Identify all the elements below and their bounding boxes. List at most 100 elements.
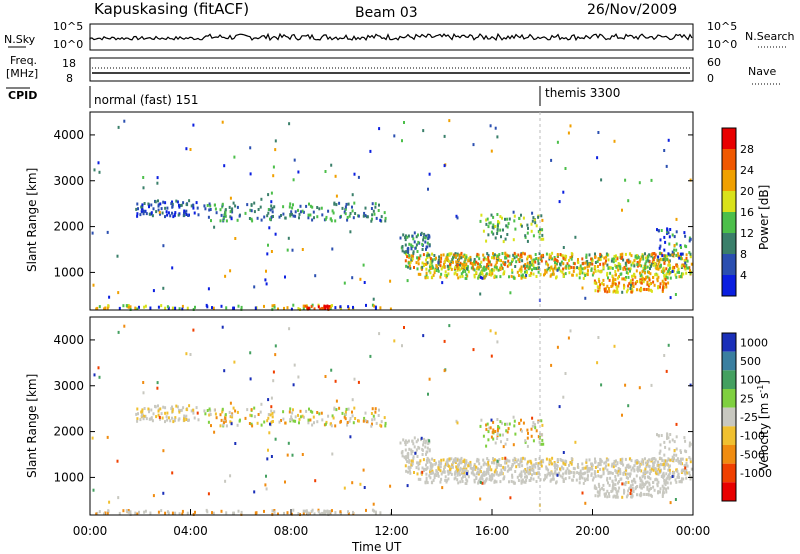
power-point — [685, 263, 688, 267]
power-point — [467, 270, 470, 274]
power-point — [271, 304, 274, 308]
power-point — [496, 223, 499, 227]
power-point — [487, 256, 490, 260]
power-point — [462, 255, 465, 258]
velocity-point — [491, 477, 494, 481]
power-point — [426, 241, 429, 245]
power-point — [365, 303, 367, 307]
velocity-point — [520, 475, 523, 479]
power-point — [640, 281, 643, 285]
power-point — [313, 307, 316, 311]
velocity-point — [273, 410, 276, 414]
power-point — [424, 276, 427, 280]
power-point — [543, 273, 545, 277]
power-point — [160, 207, 163, 211]
power-point — [310, 305, 313, 309]
power-point — [649, 272, 652, 276]
power-point — [684, 234, 687, 238]
power-point — [428, 172, 431, 176]
power-point — [475, 254, 478, 258]
power-point — [282, 212, 285, 216]
velocity-point — [519, 472, 522, 476]
power-point — [505, 224, 508, 228]
velocity-point — [129, 510, 132, 514]
power-point — [533, 266, 536, 270]
velocity-point — [617, 489, 620, 493]
power-point — [584, 261, 587, 265]
velocity-point — [502, 445, 505, 449]
power-point — [156, 181, 159, 185]
velocity-point — [657, 460, 660, 464]
power-point — [136, 214, 139, 218]
velocity-point — [487, 438, 490, 442]
power-point — [615, 254, 617, 258]
power-point — [256, 216, 259, 220]
velocity-point — [425, 467, 427, 471]
power-point — [534, 253, 537, 256]
velocity-point — [617, 481, 619, 485]
velocity-point — [657, 490, 660, 494]
velocity-point — [459, 480, 462, 484]
velocity-point — [504, 456, 507, 460]
velocity-point — [630, 459, 633, 463]
power-point — [536, 266, 539, 270]
power-point — [313, 216, 315, 220]
power-point — [480, 260, 483, 264]
velocity-point — [561, 459, 564, 463]
velocity-point — [511, 473, 514, 477]
velocity-point — [117, 330, 120, 334]
velocity-point — [604, 466, 607, 470]
power-point — [645, 256, 647, 260]
power-point — [274, 148, 277, 152]
velocity-point — [473, 467, 476, 471]
power-point — [509, 262, 512, 266]
velocity-point — [667, 436, 670, 440]
velocity-point — [354, 417, 357, 420]
power-point — [645, 266, 648, 270]
power-point — [532, 264, 535, 267]
power-colorbar-segment — [722, 128, 736, 149]
power-point — [428, 243, 431, 247]
velocity-point — [401, 454, 404, 458]
velocity-point — [669, 433, 672, 436]
velocity-point — [418, 461, 420, 465]
velocity-point — [661, 493, 664, 497]
power-point — [663, 261, 666, 265]
velocity-point — [614, 469, 617, 473]
velocity-point — [626, 472, 629, 476]
power-point — [332, 211, 335, 215]
velocity-point — [467, 475, 470, 479]
power-point — [524, 270, 526, 274]
power-point — [680, 246, 682, 249]
velocity-point — [435, 461, 437, 465]
velocity-point — [668, 468, 671, 472]
velocity-point — [346, 423, 349, 427]
velocity-point — [188, 404, 191, 408]
power-point — [470, 266, 473, 270]
power-point — [371, 217, 373, 221]
power-point — [142, 212, 145, 216]
velocity-point — [318, 412, 321, 416]
power-point — [483, 265, 486, 269]
power-point — [606, 271, 609, 275]
power-point — [661, 254, 664, 258]
velocity-point — [351, 398, 354, 402]
velocity-point — [624, 468, 627, 472]
velocity-point — [224, 419, 227, 423]
velocity-point — [312, 415, 315, 419]
power-point — [493, 256, 496, 260]
velocity-point — [559, 474, 562, 478]
velocity-point — [475, 476, 478, 479]
power-point — [419, 254, 422, 258]
velocity-point — [610, 490, 613, 493]
velocity-point — [615, 490, 618, 494]
power-colorbar-segment — [722, 233, 736, 254]
velocity-point — [513, 481, 516, 485]
power-point — [614, 278, 617, 282]
velocity-point — [667, 457, 670, 461]
power-point — [461, 274, 464, 278]
velocity-point — [639, 483, 642, 487]
power-point — [151, 214, 154, 218]
velocity-point — [309, 418, 312, 422]
velocity-point — [528, 479, 531, 482]
